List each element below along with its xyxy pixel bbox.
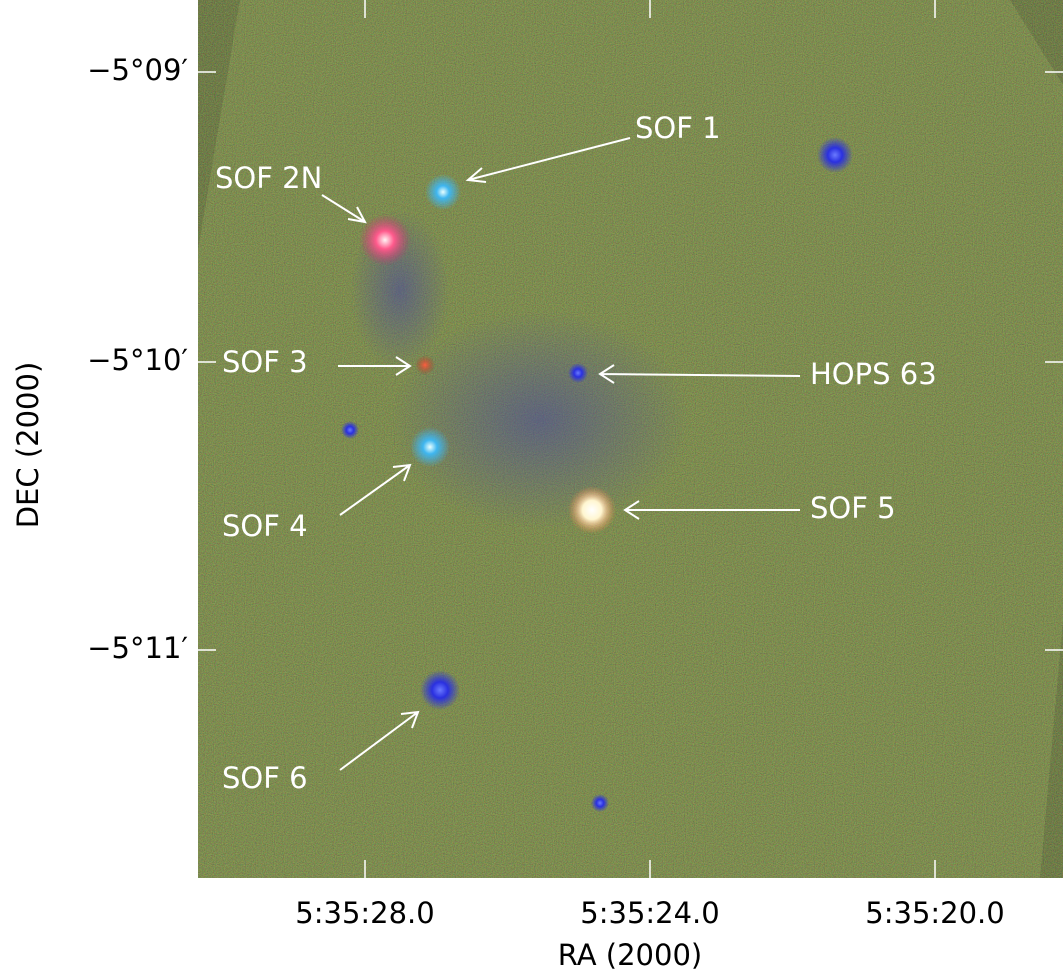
- arrow: [623, 500, 800, 520]
- source: [568, 486, 616, 534]
- arrow: [339, 710, 420, 771]
- arrow: [339, 463, 412, 516]
- source: [591, 794, 609, 812]
- source-label: SOF 1: [635, 111, 721, 145]
- y-tick-label: −5°10′: [87, 343, 188, 377]
- nebula: [390, 310, 690, 530]
- arrow: [598, 364, 801, 384]
- y-axis-label: DEC (2000): [11, 362, 45, 529]
- arrow: [338, 356, 412, 376]
- y-tick-label: −5°09′: [87, 53, 188, 87]
- x-tick-label: 5:35:28.0: [295, 896, 434, 930]
- x-tick-label: 5:35:24.0: [580, 896, 719, 930]
- ticks: [198, 0, 1063, 878]
- source-label: SOF 6: [222, 761, 308, 795]
- source: [410, 427, 450, 467]
- image: [198, 0, 1063, 878]
- source: [420, 670, 460, 710]
- source-label: SOF 5: [810, 491, 896, 525]
- x-axis-label: RA (2000): [558, 938, 702, 972]
- source-label: SOF 4: [222, 509, 308, 543]
- arrow: [465, 137, 631, 183]
- y-tick-label: −5°11′: [87, 631, 188, 665]
- x-tick-label: 5:35:20.0: [865, 896, 1004, 930]
- arrows: [321, 137, 801, 771]
- source: [359, 214, 411, 266]
- source-label: SOF 3: [222, 345, 308, 379]
- source-label: HOPS 63: [810, 357, 937, 391]
- source: [817, 137, 853, 173]
- source: [415, 355, 435, 375]
- arrow: [321, 194, 367, 224]
- source-label: SOF 2N: [215, 161, 322, 195]
- source: [341, 421, 359, 439]
- source: [568, 363, 588, 383]
- source: [425, 174, 461, 210]
